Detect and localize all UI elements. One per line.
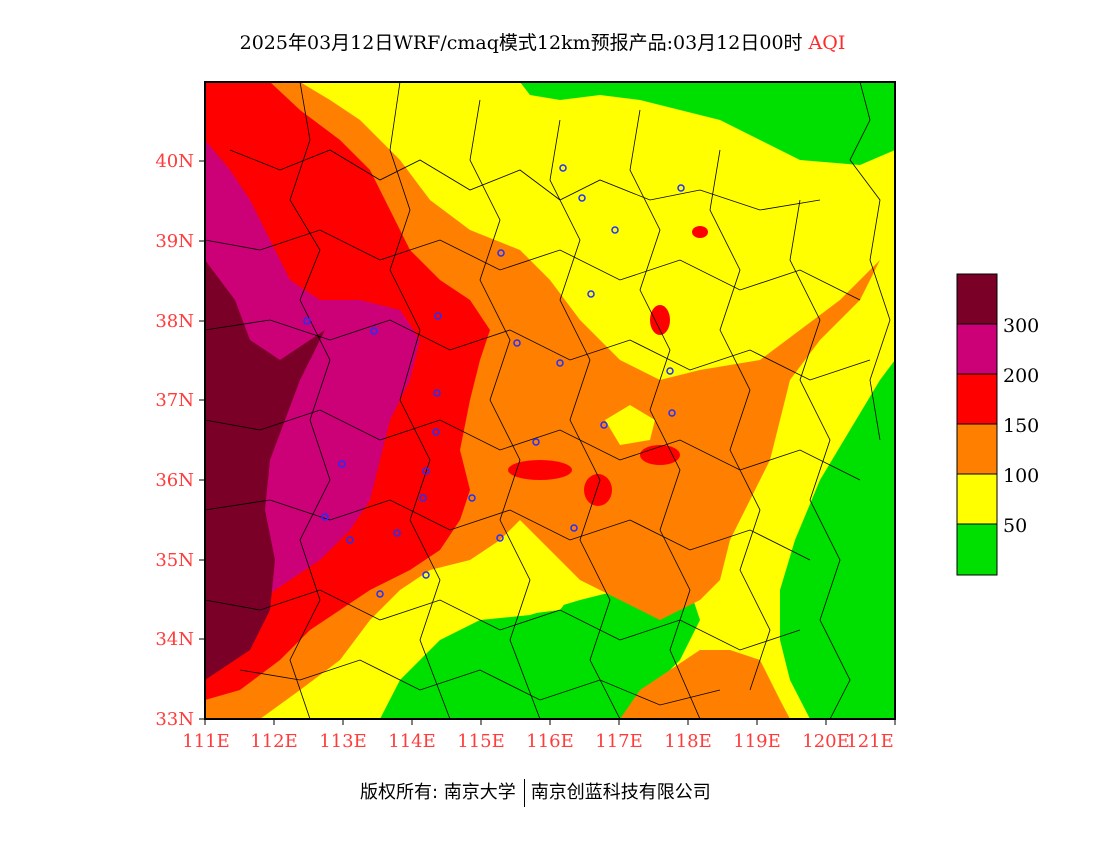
lon-tick-label: 117E: [595, 731, 643, 752]
title-variable: AQI: [808, 32, 846, 54]
city-marker: [422, 467, 430, 475]
city-marker: [513, 339, 521, 347]
zone-300-plus: [205, 260, 325, 680]
city-marker: [468, 494, 476, 502]
legend-colorbar: [956, 273, 998, 576]
legend-label: 100: [1003, 465, 1039, 487]
lon-tick-label: 118E: [664, 731, 712, 752]
lat-tick-label: 37N: [155, 390, 194, 411]
city-marker: [393, 529, 401, 537]
city-marker: [668, 409, 676, 417]
zone-0-50-north: [520, 82, 895, 165]
city-marker: [578, 194, 586, 202]
lon-labels: 111E 112E 113E 114E 115E 116E 117E 118E …: [182, 731, 894, 752]
city-marker: [419, 494, 427, 502]
zone-150-200-spot-4: [650, 305, 670, 335]
lon-tick-label: 113E: [319, 731, 367, 752]
lon-tick-label: 119E: [733, 731, 781, 752]
zone-50-100-island-2: [605, 405, 655, 445]
zone-150-200-spot-5: [692, 226, 708, 238]
lon-tick-label: 111E: [182, 731, 230, 752]
city-marker: [346, 536, 354, 544]
zone-50-100-island: [490, 540, 575, 615]
lat-tick-label: 38N: [155, 311, 194, 332]
city-marker: [559, 164, 567, 172]
boundary-lines: [205, 82, 891, 719]
city-marker: [321, 513, 329, 521]
city-markers: [303, 164, 685, 598]
zone-0-50-east: [780, 360, 895, 719]
city-marker: [422, 571, 430, 579]
lat-tick-label: 39N: [155, 231, 194, 252]
city-marker: [666, 367, 674, 375]
legend-swatch-300: [957, 274, 997, 324]
lon-tick-label: 120E: [802, 731, 850, 752]
lat-tick-label: 34N: [155, 629, 194, 650]
city-marker: [497, 249, 505, 257]
lon-tick-label: 114E: [388, 731, 436, 752]
legend-label: 200: [1003, 365, 1039, 387]
city-marker: [370, 327, 378, 335]
lon-tick-label: 112E: [250, 731, 298, 752]
title-main: 2025年03月12日WRF/cmaq模式12km预报产品:03月12日00时: [239, 32, 803, 54]
city-marker: [587, 290, 595, 298]
lon-tick-label: 116E: [526, 731, 574, 752]
legend-label: 300: [1003, 315, 1039, 337]
city-marker: [338, 460, 346, 468]
zone-150-200-spot-2: [584, 474, 612, 506]
footer-divider: [523, 779, 525, 807]
lon-tick-label: 121E: [846, 731, 894, 752]
city-marker: [434, 312, 442, 320]
city-marker: [303, 317, 311, 325]
lat-tick-label: 36N: [155, 470, 194, 491]
lat-tick-label: 40N: [155, 151, 194, 172]
zone-150-200-spot-3: [640, 445, 680, 465]
legend-swatch-100: [957, 424, 997, 474]
copyright-text: 版权所有: 南京大学: [360, 782, 516, 803]
legend-labels: 300 200 150 100 50: [1003, 315, 1039, 537]
zone-150-200-spot-1: [508, 460, 572, 480]
city-marker: [376, 590, 384, 598]
legend-swatch-150: [957, 374, 997, 424]
footer-credits: 版权所有: 南京大学 南京创蓝科技有限公司: [360, 778, 711, 807]
city-marker: [570, 524, 578, 532]
legend-swatch-50: [957, 474, 997, 524]
aqi-fill-layer: [205, 82, 895, 719]
lat-tick-label: 33N: [155, 709, 194, 730]
city-marker: [433, 389, 441, 397]
tick-marks: [199, 160, 896, 725]
zone-0-50-south: [380, 580, 700, 719]
city-marker: [600, 421, 608, 429]
city-marker: [677, 184, 685, 192]
lat-labels: 40N 39N 38N 37N 36N 35N 34N 33N: [155, 151, 194, 730]
map-title: 2025年03月12日WRF/cmaq模式12km预报产品:03月12日00时 A…: [0, 28, 1085, 55]
city-marker: [556, 359, 564, 367]
lon-tick-label: 115E: [457, 731, 505, 752]
city-marker: [496, 534, 504, 542]
lat-tick-label: 35N: [155, 550, 194, 571]
legend-label: 50: [1003, 515, 1027, 537]
legend-swatch-0: [957, 524, 997, 575]
company-name: 南京创蓝科技有限公司: [530, 782, 711, 803]
legend-label: 150: [1003, 415, 1039, 437]
legend-swatch-200: [957, 324, 997, 374]
zone-100-150-south: [620, 650, 790, 719]
city-marker: [532, 438, 540, 446]
city-marker: [432, 428, 440, 436]
city-marker: [611, 226, 619, 234]
